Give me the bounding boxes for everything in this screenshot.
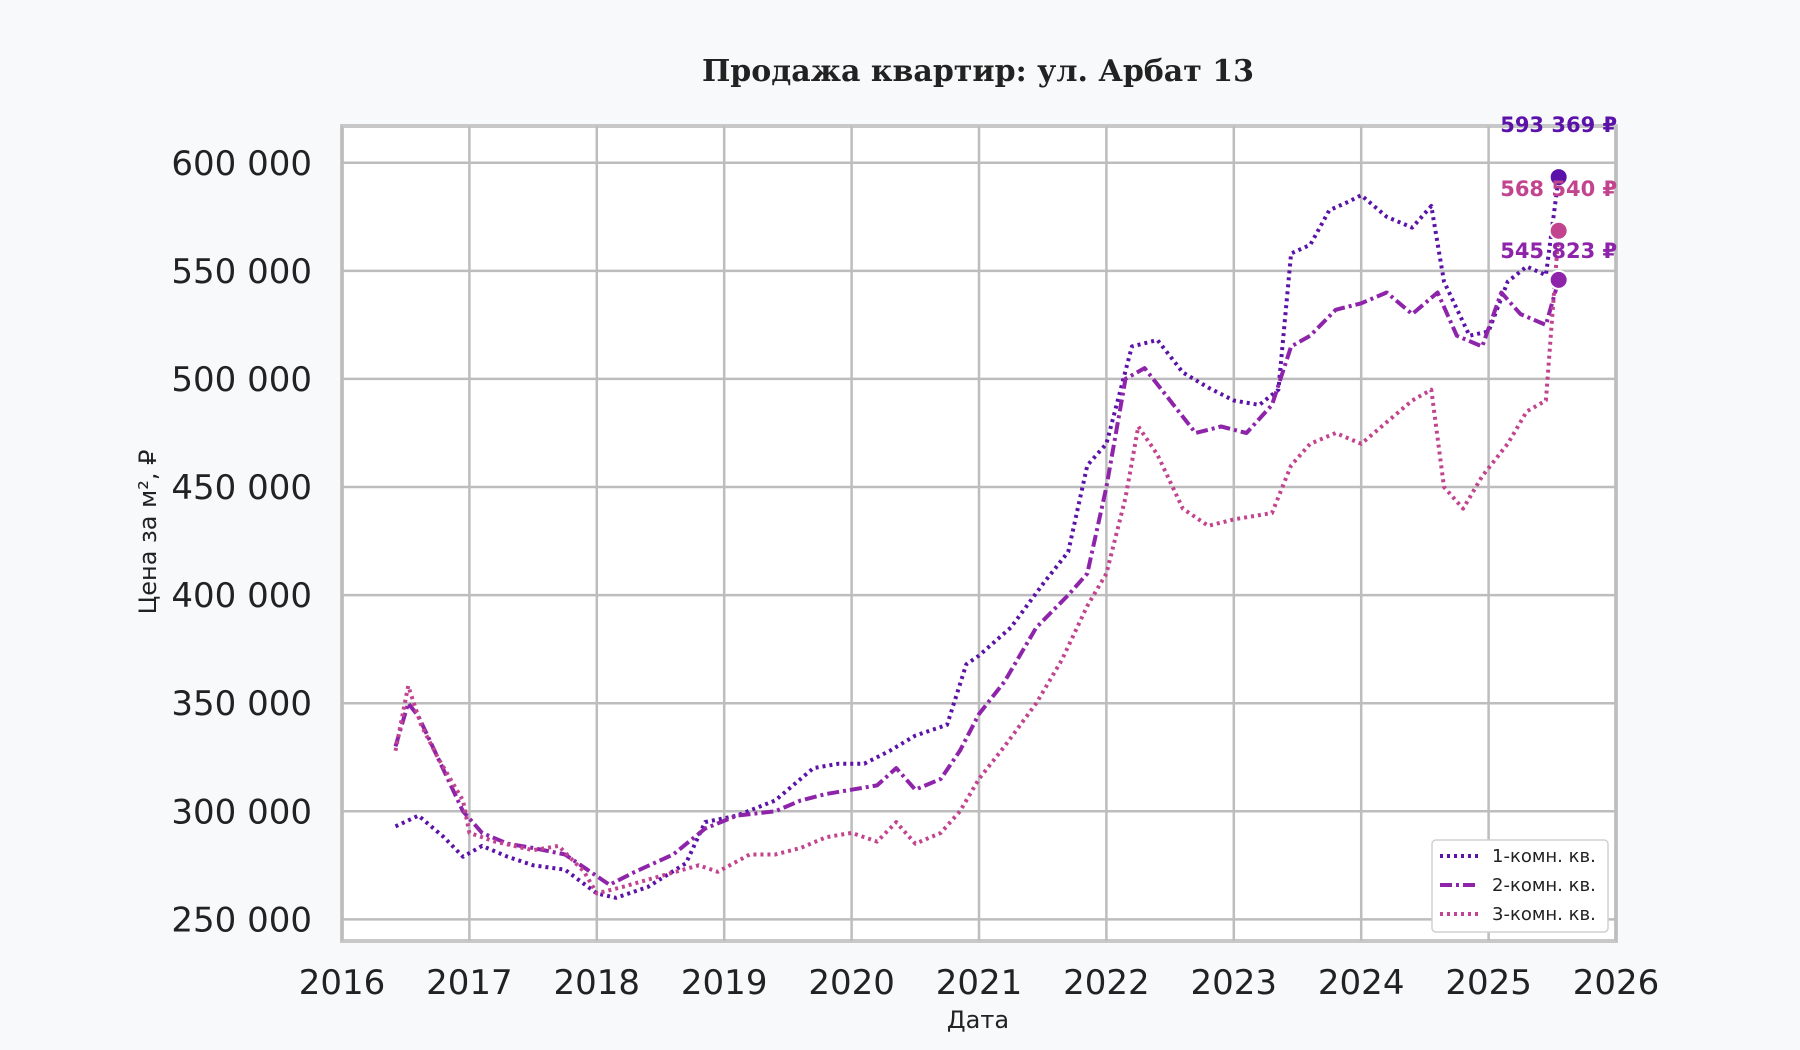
- series-end-label: 545 823 ₽: [1500, 239, 1617, 263]
- x-tick-label: 2022: [1063, 963, 1150, 1003]
- legend-box: [1431, 839, 1609, 933]
- y-tick-label: 500 000: [171, 360, 312, 400]
- series-end-marker: [1548, 220, 1569, 241]
- x-tick-label: 2025: [1445, 963, 1532, 1003]
- x-axis-ticks: 2016 2017 2018 2019 2020 2021 2022 2023 2024 2025…: [299, 963, 1660, 1003]
- series-line: [393, 230, 1561, 896]
- x-tick-label: 2021: [936, 963, 1023, 1003]
- series-end-label: 568 540 ₽: [1500, 177, 1617, 201]
- series-end-label: 593 369 ₽: [1500, 113, 1617, 137]
- chart-title: Продажа квартир: ул. Арбат 13: [702, 54, 1254, 89]
- x-tick-label: 2016: [299, 963, 386, 1003]
- y-axis-label: Цена за м², ₽: [134, 450, 162, 615]
- x-axis-label: Дата: [947, 1006, 1009, 1034]
- series-line: [393, 279, 1561, 887]
- grid: [340, 126, 1618, 941]
- legend: 1-комн. кв. 2-комн. кв. 3-комн. кв.: [1431, 839, 1609, 933]
- y-tick-label: 400 000: [171, 576, 312, 616]
- x-tick-label: 2019: [681, 963, 768, 1003]
- x-tick-label: 2018: [554, 963, 641, 1003]
- x-tick-label: 2024: [1318, 963, 1405, 1003]
- legend-label: 3-комн. кв.: [1492, 904, 1596, 925]
- series-end-marker: [1548, 269, 1569, 290]
- x-tick-label: 2017: [426, 963, 513, 1003]
- series-line: [394, 176, 1561, 900]
- series-end-marker: [1548, 167, 1569, 188]
- y-tick-label: 450 000: [171, 468, 312, 508]
- y-axis-ticks: 250 000 300 000 350 000 400 000 450 000 500 0…: [171, 144, 312, 941]
- legend-label: 1-комн. кв.: [1492, 846, 1596, 867]
- x-tick-label: 2023: [1191, 963, 1278, 1003]
- legend-label: 2-комн. кв.: [1492, 875, 1596, 896]
- y-tick-label: 550 000: [171, 252, 312, 292]
- x-tick-label: 2020: [808, 963, 895, 1003]
- y-tick-label: 350 000: [171, 684, 312, 724]
- y-tick-label: 250 000: [171, 900, 312, 940]
- x-tick-label: 2026: [1573, 963, 1660, 1003]
- series-layer: [393, 176, 1561, 900]
- y-tick-label: 600 000: [171, 144, 312, 184]
- y-tick-label: 300 000: [171, 792, 312, 832]
- end-markers: 593 369 ₽ 545 823 ₽ 568 540 ₽: [1500, 113, 1617, 290]
